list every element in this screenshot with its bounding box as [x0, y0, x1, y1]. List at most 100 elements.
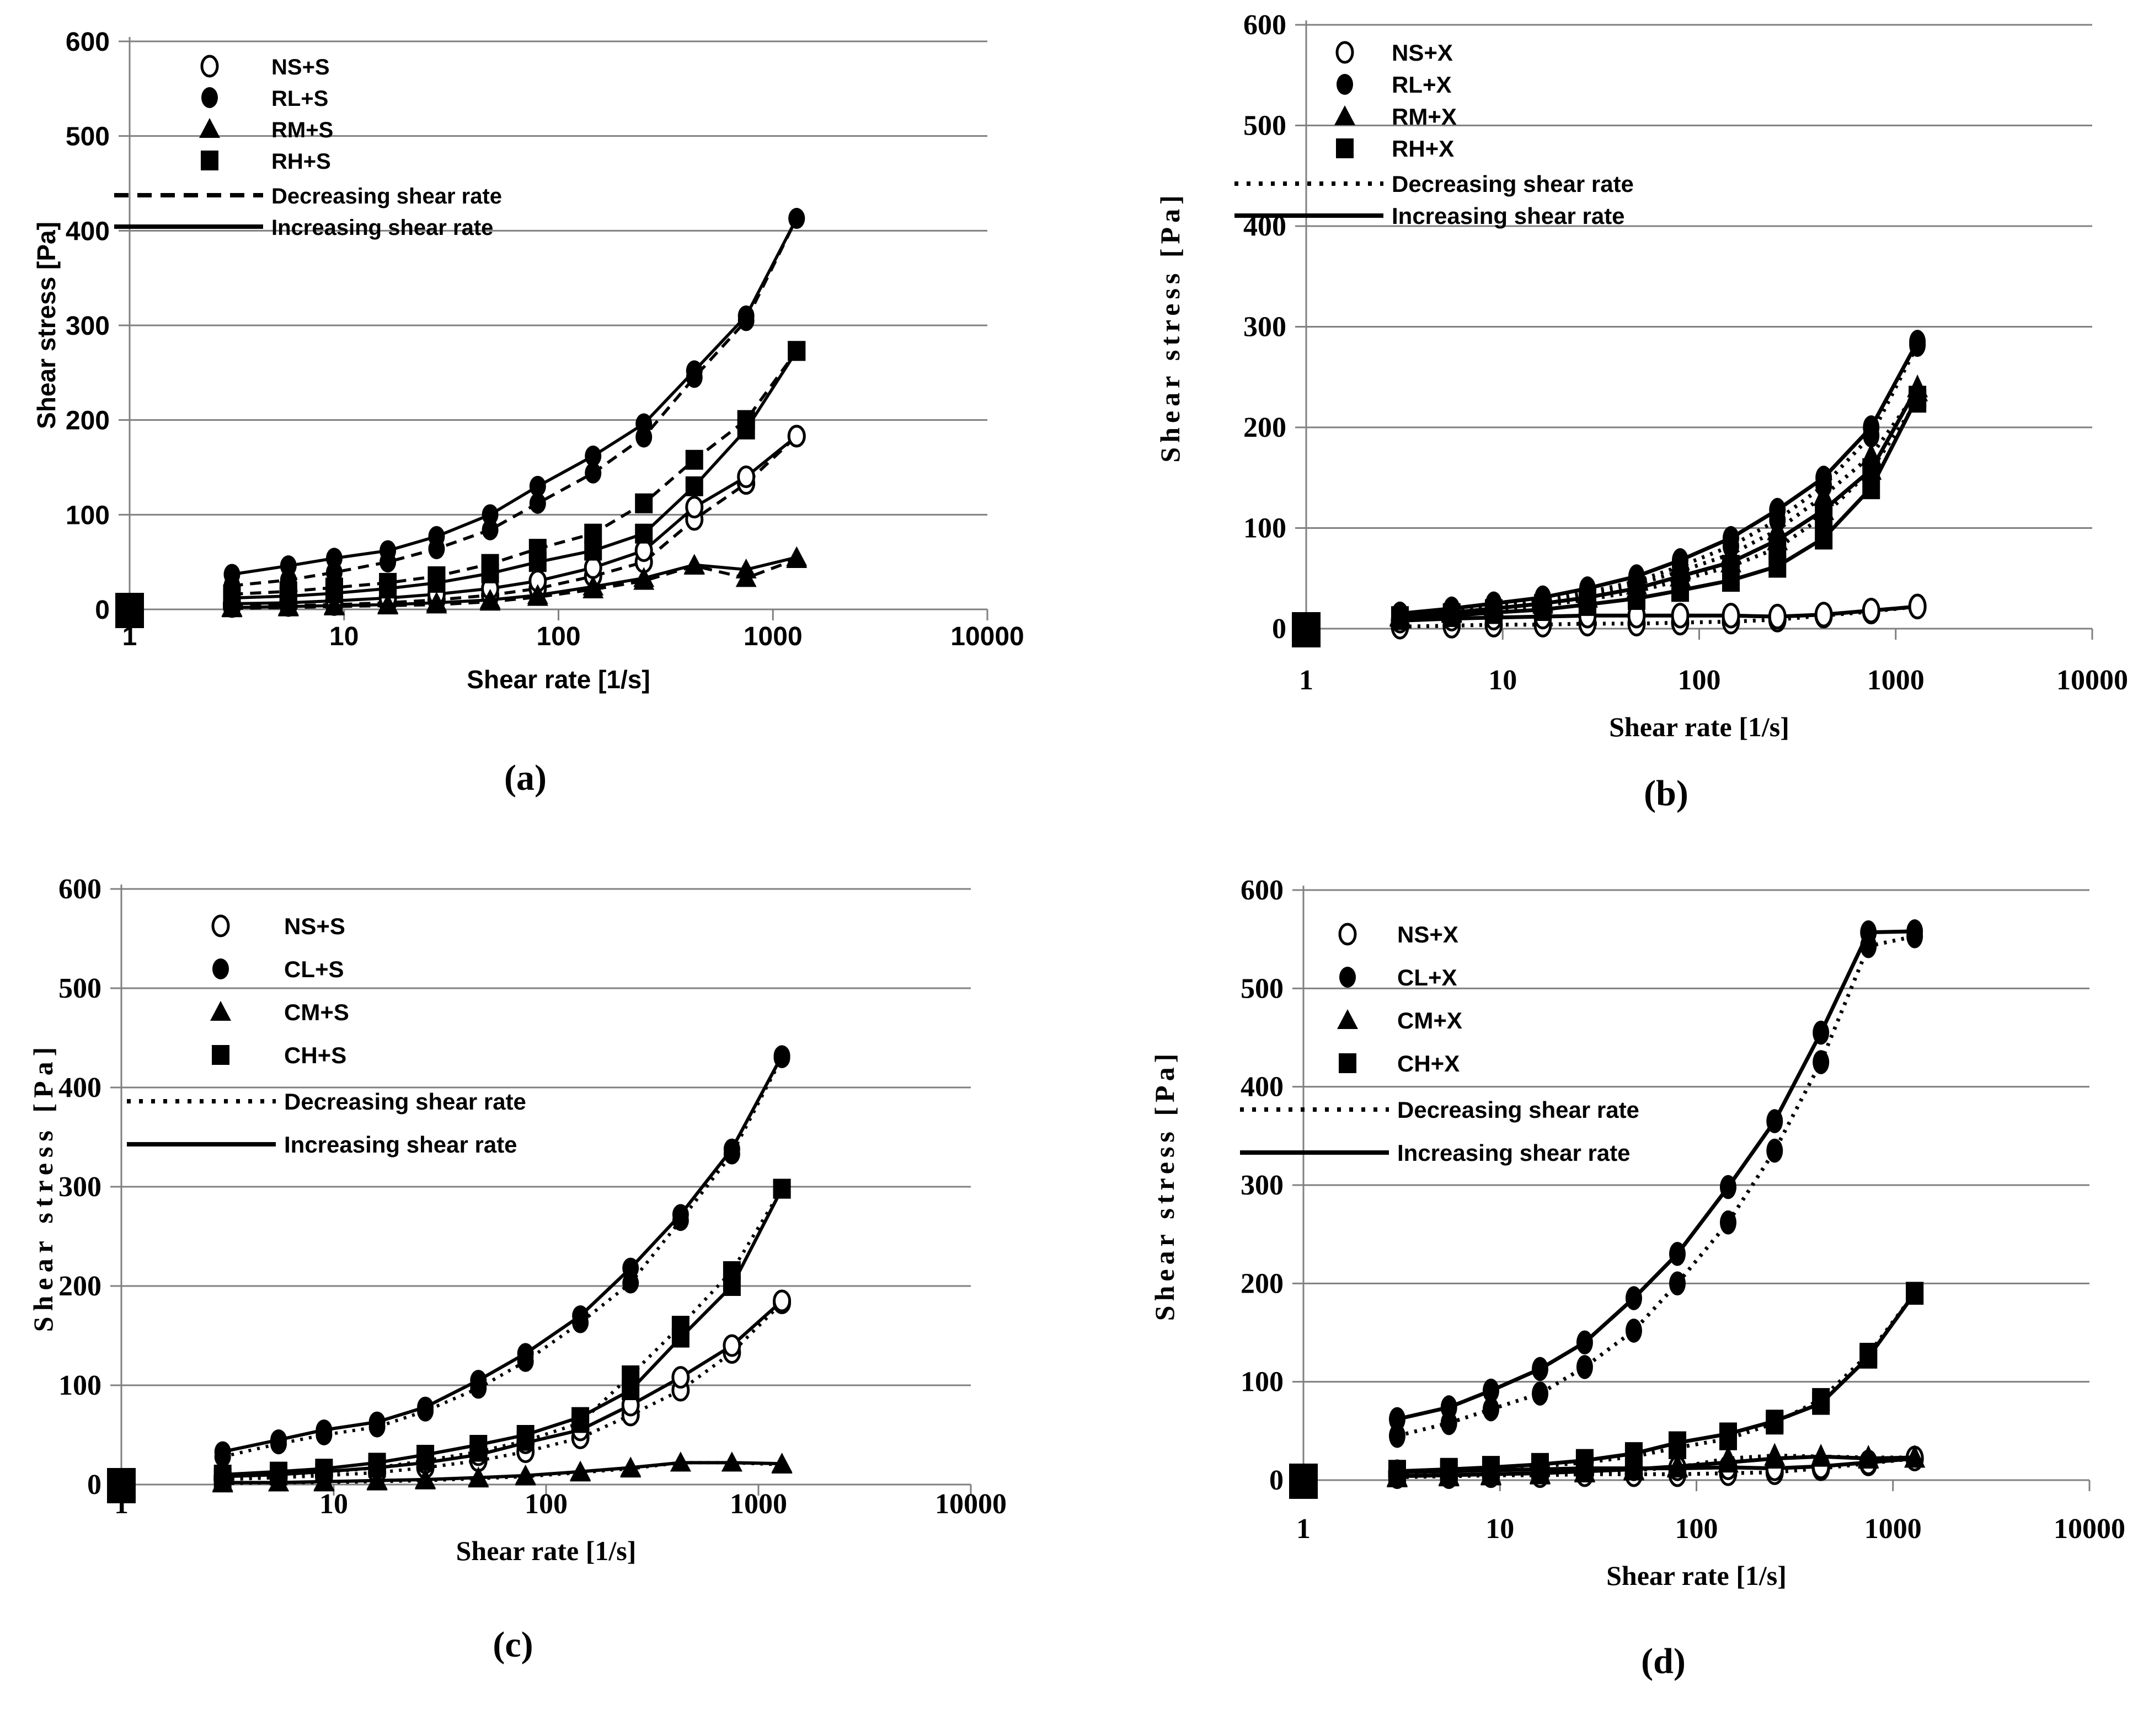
data-marker-RH+X: [1722, 569, 1740, 592]
legend-marker-triangle: [1334, 105, 1355, 125]
y-tick-label: 100: [66, 501, 110, 530]
series-line-decreasing-NS+S: [222, 1301, 783, 1481]
data-marker-CL+X: [1766, 1109, 1783, 1133]
data-marker-RH+X: [1578, 593, 1596, 616]
data-marker-RM+S: [735, 558, 757, 578]
data-marker-CL+S: [316, 1419, 333, 1440]
legend-marker-circle-open: [1338, 923, 1357, 946]
data-marker-NS+S: [787, 425, 806, 448]
data-marker-CH+S: [368, 1453, 386, 1473]
series-line-increasing-RL+X: [1399, 341, 1920, 616]
data-marker-CM+X: [1717, 1449, 1739, 1473]
data-marker-CM+X: [1810, 1444, 1832, 1467]
data-marker-CL+X: [1719, 1175, 1736, 1199]
legend-marker-circle: [1337, 74, 1353, 95]
data-marker-CH+S: [516, 1425, 534, 1445]
series-line-increasing-CL+X: [1397, 929, 1915, 1421]
data-marker-RL+S: [585, 445, 602, 467]
y-tick-label: 200: [66, 406, 110, 436]
data-marker-CL+S: [517, 1343, 534, 1364]
data-marker-RM+S: [377, 593, 399, 614]
x-tick-label: 100: [536, 622, 580, 651]
data-marker-RL+X: [1815, 465, 1832, 490]
data-marker-RL+S: [482, 519, 499, 540]
legend-label: NS+X: [1397, 921, 1458, 947]
data-marker-CM+S: [570, 1460, 591, 1481]
x-tick-label: 1000: [744, 622, 803, 651]
data-marker-CM+S: [515, 1464, 536, 1485]
data-marker-RH+S: [635, 523, 653, 544]
data-marker-CL+X: [1669, 1271, 1686, 1296]
series-line-increasing-RL+S: [232, 217, 798, 576]
data-marker-RH+S: [379, 578, 397, 599]
legend-label: RL+S: [271, 87, 328, 111]
legend-marker-circle-open: [211, 914, 230, 937]
data-marker-CL+X: [1531, 1381, 1548, 1406]
data-marker-CH+X: [1388, 1460, 1406, 1483]
series-line-decreasing-RH+S: [232, 350, 798, 596]
data-marker-RH+X: [1391, 607, 1409, 630]
legend-label: CM+S: [284, 999, 349, 1025]
data-marker-NS+X: [1814, 602, 1833, 628]
data-marker-CH+X: [1440, 1458, 1458, 1481]
series-line-increasing-CH+S: [222, 1188, 784, 1476]
legend-marker-triangle: [1337, 1009, 1358, 1029]
origin-marker: [1292, 612, 1321, 647]
data-marker-RL+S: [223, 564, 240, 585]
series-line-increasing-RH+X: [1399, 396, 1920, 621]
y-tick-label: 0: [95, 596, 110, 625]
legend-label: Decreasing shear rate: [1397, 1097, 1639, 1123]
data-marker-RL+S: [737, 305, 755, 326]
data-marker-RH+X: [1768, 555, 1787, 578]
data-marker-RH+S: [279, 586, 297, 606]
y-tick-label: 600: [66, 28, 110, 57]
legend-label: RM+X: [1392, 104, 1457, 130]
data-marker-NS+S: [773, 1289, 792, 1312]
legend-label: NS+S: [284, 913, 345, 939]
y-tick-label: 300: [58, 1171, 101, 1203]
data-marker-RM+S: [479, 588, 501, 609]
data-marker-CL+S: [672, 1204, 689, 1225]
data-marker-RH+X: [1862, 476, 1880, 500]
y-tick-label: 500: [58, 973, 101, 1004]
data-marker-RH+S: [481, 563, 499, 583]
data-marker-CM+X: [1666, 1454, 1688, 1477]
data-marker-RL+X: [1769, 497, 1786, 522]
data-marker-NS+X: [1862, 597, 1880, 624]
data-marker-CL+X: [1860, 920, 1877, 945]
data-marker-CL+S: [417, 1396, 434, 1418]
data-marker-RM+X: [1813, 483, 1835, 506]
data-marker-CH+S: [671, 1327, 689, 1348]
data-marker-NS+X: [1908, 593, 1927, 620]
panel-caption: (a): [504, 758, 547, 798]
data-marker-NS+S: [671, 1366, 690, 1389]
data-marker-CH+S: [773, 1178, 791, 1199]
data-marker-CH+X: [1766, 1410, 1784, 1433]
y-tick-label: 400: [1241, 1071, 1284, 1103]
data-marker-RL+S: [529, 492, 546, 514]
data-marker-CL+S: [214, 1441, 231, 1462]
y-tick-label: 100: [1243, 513, 1286, 544]
data-marker-RL+X: [1722, 526, 1739, 550]
y-tick-label: 400: [58, 1072, 101, 1103]
panel-caption: (d): [1641, 1641, 1686, 1681]
x-tick-label: 10000: [2056, 665, 2128, 696]
data-marker-CL+X: [1719, 1210, 1736, 1235]
x-axis-title: Shear rate [1/s]: [456, 1535, 637, 1566]
data-marker-CH+S: [571, 1407, 590, 1427]
data-marker-CL+X: [1625, 1286, 1642, 1310]
data-marker-CH+S: [416, 1445, 435, 1465]
x-tick-label: 100: [1678, 665, 1721, 696]
x-tick-label: 10: [329, 622, 359, 651]
y-tick-label: 0: [87, 1469, 101, 1501]
legend-marker-circle-open: [1335, 41, 1354, 64]
data-marker-CL+X: [1576, 1355, 1593, 1379]
data-marker-RH+X: [1909, 385, 1927, 409]
x-axis-title: Shear rate [1/s]: [467, 665, 650, 694]
legend-label: Increasing shear rate: [284, 1132, 517, 1158]
data-marker-NS+X: [1671, 603, 1690, 629]
data-marker-RL+S: [788, 208, 805, 229]
series-line-increasing-NS+X: [1397, 1456, 1915, 1475]
data-marker-CH+X: [1482, 1456, 1500, 1479]
